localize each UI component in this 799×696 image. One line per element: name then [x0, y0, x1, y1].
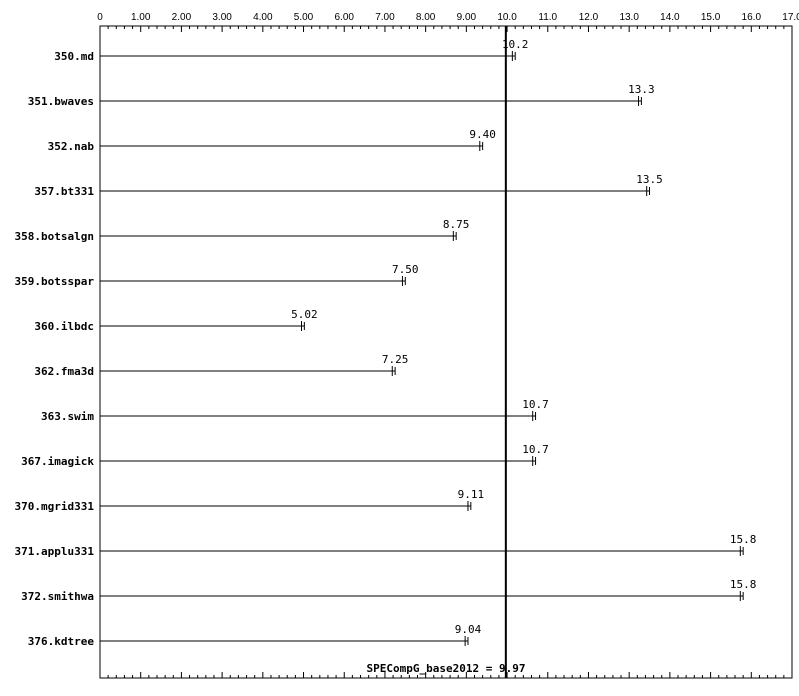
benchmark-value-label: 7.25 [382, 353, 409, 366]
axis-tick-label: 13.0 [619, 12, 639, 23]
benchmark-name-label: 363.swim [41, 410, 94, 423]
benchmark-name-label: 371.applu331 [15, 545, 95, 558]
benchmark-name-label: 352.nab [48, 140, 95, 153]
benchmark-value-label: 9.04 [455, 623, 482, 636]
axis-tick-label: 17.0 [782, 12, 799, 23]
benchmark-value-label: 15.8 [730, 578, 757, 591]
axis-tick-label: 1.00 [131, 12, 151, 23]
axis-tick-label: 16.0 [742, 12, 762, 23]
benchmark-value-label: 9.11 [458, 488, 485, 501]
axis-tick-label: 0 [97, 12, 103, 23]
benchmark-name-label: 370.mgrid331 [15, 500, 95, 513]
chart-background [0, 0, 799, 696]
axis-tick-label: 7.00 [375, 12, 395, 23]
benchmark-value-label: 5.02 [291, 308, 318, 321]
benchmark-name-label: 376.kdtree [28, 635, 95, 648]
axis-tick-label: 5.00 [294, 12, 314, 23]
benchmark-chart: 0 1.00 2.00 3.00 4.00 5.00 6.00 7.00 8.00 9.00 10.… [0, 0, 799, 696]
benchmark-value-label: 8.75 [443, 218, 470, 231]
benchmark-value-label: 15.8 [730, 533, 757, 546]
axis-tick-label: 6.00 [335, 12, 355, 23]
benchmark-name-label: 372.smithwa [21, 590, 94, 603]
axis-tick-label: 15.0 [701, 12, 721, 23]
benchmark-value-label: 10.7 [522, 443, 549, 456]
benchmark-name-label: 362.fma3d [34, 365, 94, 378]
axis-tick-label: 2.00 [172, 12, 192, 23]
benchmark-name-label: 357.bt331 [34, 185, 94, 198]
footer-label: SPECompG_base2012 = 9.97 [367, 662, 526, 675]
benchmark-name-label: 360.ilbdc [34, 320, 94, 333]
benchmark-name-label: 359.botsspar [15, 275, 95, 288]
benchmark-value-label: 13.5 [636, 173, 663, 186]
benchmark-name-label: 358.botsalgn [15, 230, 94, 243]
axis-tick-label: 8.00 [416, 12, 436, 23]
benchmark-name-label: 367.imagick [21, 455, 94, 468]
axis-tick-label: 4.00 [253, 12, 273, 23]
axis-tick-label: 9.00 [457, 12, 477, 23]
benchmark-value-label: 9.40 [469, 128, 496, 141]
axis-tick-label: 12.0 [579, 12, 599, 23]
benchmark-name-label: 350.md [54, 50, 94, 63]
benchmark-value-label: 7.50 [392, 263, 419, 276]
benchmark-value-label: 13.3 [628, 83, 655, 96]
axis-tick-label: 14.0 [660, 12, 680, 23]
axis-tick-label: 10.0 [497, 12, 517, 23]
benchmark-value-label: 10.7 [522, 398, 549, 411]
axis-tick-label: 11.0 [538, 12, 557, 23]
benchmark-value-label: 10.2 [502, 38, 529, 51]
axis-tick-label: 3.00 [212, 12, 232, 23]
benchmark-name-label: 351.bwaves [28, 95, 94, 108]
